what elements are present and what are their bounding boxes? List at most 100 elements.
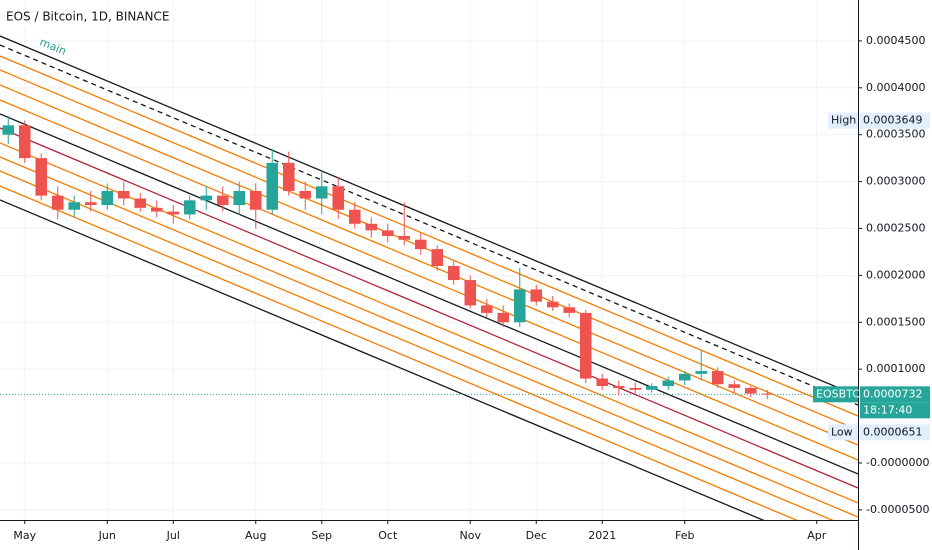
low-value-label: 0.0000651 [863,425,923,438]
candle-body [513,289,526,323]
channel-line [0,113,858,475]
channel-line [0,199,765,520]
high-value-box [860,112,930,129]
y-tick-label: 0.0003000 [866,175,926,188]
y-tick-label: 0.0001500 [866,315,926,328]
candle-body [431,249,444,267]
candle-body [447,266,460,281]
candle-body [530,289,543,302]
channel-line [0,127,858,489]
candle-body [414,239,427,250]
grid [0,0,858,520]
candle-body [678,373,691,381]
candle-body [18,125,31,159]
candle-body [381,230,394,236]
candle-body [150,207,163,212]
candle-body [728,384,741,388]
candle-body [51,195,64,210]
candle-body [200,195,213,201]
candle-body [348,209,361,224]
last-price-value-label: 0.0000732 [863,387,923,400]
title-bg [0,6,160,28]
channel-line [0,44,858,406]
channel-line [0,185,798,520]
candle-body [744,387,757,394]
candle-body [563,307,576,313]
candle-body [216,195,229,206]
candle-body [398,235,411,240]
candle-body [101,190,114,206]
candle-body [299,190,312,199]
last-price-value-box [860,386,930,403]
candle-body [332,186,345,210]
channel-line [0,84,858,446]
high-value-label: 0.0003649 [863,114,923,127]
candle-body [645,386,658,390]
candle-body [497,312,510,323]
candle-body [68,202,81,210]
low-marker-label: Low [831,425,853,438]
low-value-box [860,424,930,441]
low-marker-box [828,424,858,441]
channel-line [0,170,834,520]
y-tick-label: 0.0002000 [866,268,926,281]
candle-body [546,301,559,308]
annotation: main [38,36,68,58]
x-tick-label: May [13,529,36,542]
last-price-name-label: EOSBTC [816,387,860,400]
candle-body [282,162,295,191]
channel-line [0,69,858,431]
candle-body [2,125,15,135]
x-tick-label: Sep [311,529,332,542]
candle-body [629,387,642,390]
chart-title: EOS / Bitcoin, 1D, BINANCE [6,10,170,24]
candle-body [761,393,774,395]
candle-body [134,198,147,208]
candle-body [464,280,477,306]
y-tick-label: -0.0000000 [866,456,929,469]
candle-body [35,158,48,196]
x-tick-label: Feb [675,529,694,542]
channel-line [0,55,858,417]
y-tick-label: 0.0001000 [866,362,926,375]
countdown-label: 18:17:40 [863,403,912,416]
candle-body [695,371,708,374]
candle-body [183,200,196,215]
y-tick-label: -0.0000500 [866,503,929,516]
plot-area [0,35,858,520]
candle-body [365,223,378,231]
candle-body [249,190,262,210]
x-tick-label: 2021 [588,529,616,542]
candle-body [612,386,625,388]
channel-line [0,99,858,461]
x-tick-label: Jul [166,529,180,542]
candle-body [167,211,180,215]
candle-body [596,378,609,387]
x-tick-label: Aug [245,529,266,542]
x-tick-label: Apr [807,529,827,542]
candle-body [117,190,130,199]
candle-body [579,312,592,379]
y-tick-label: 0.0002500 [866,221,926,234]
x-tick-label: Jun [98,529,116,542]
axes: 0.0004500 0.0004000 0.0003500 0.0003000 0.00… [13,34,930,542]
channel-line [0,35,858,397]
candle-body [266,162,279,210]
candle-body [84,202,97,206]
candle-body [480,305,493,313]
countdown-box [860,402,930,419]
candle-body [662,380,675,387]
high-marker-box [828,112,858,129]
channel-line [0,156,858,518]
candle-body [711,371,724,385]
y-tick-label: 0.0003500 [866,128,926,141]
last-price-name-box [813,386,858,403]
y-tick-label: 0.0004000 [866,81,926,94]
candle-body [233,190,246,206]
x-tick-label: Oct [378,529,398,542]
high-marker-label: High [831,114,856,127]
x-tick-label: Nov [460,529,482,542]
x-tick-label: Dec [526,529,547,542]
candle-body [315,186,328,199]
